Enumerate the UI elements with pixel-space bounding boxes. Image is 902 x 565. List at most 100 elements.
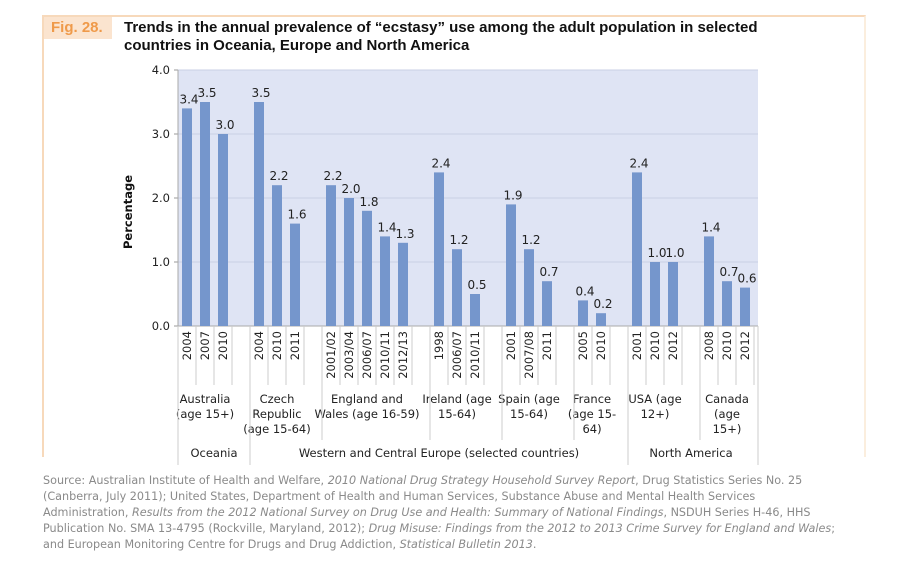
source-note: Source: Australian Institute of Health a… xyxy=(43,473,843,553)
region-label: Oceania xyxy=(190,446,237,460)
data-label: 1.2 xyxy=(521,233,540,247)
bar xyxy=(578,300,588,326)
year-label: 2010 xyxy=(216,331,230,360)
data-label: 1.4 xyxy=(377,220,396,234)
year-label: 2007/08 xyxy=(522,331,536,379)
year-label: 2008 xyxy=(702,331,716,360)
source-part: , Drug Statistics Series No. 25 (Canberr… xyxy=(43,474,803,519)
bar xyxy=(344,198,354,326)
source-part: Source: Australian Institute of Health a… xyxy=(43,474,328,487)
country-label: 15+) xyxy=(713,422,742,436)
year-label: 2010/11 xyxy=(468,331,482,379)
source-part: Statistical Bulletin 2013 xyxy=(399,538,533,551)
year-label: 2010 xyxy=(648,331,662,360)
figure-frame xyxy=(42,15,866,457)
year-label: 2010 xyxy=(720,331,734,360)
source-part: Results from the 2012 National Survey on… xyxy=(131,506,664,519)
country-label: Australia xyxy=(180,392,231,406)
bar xyxy=(452,249,462,326)
data-label: 2.4 xyxy=(431,156,450,170)
country-label: (age 15+) xyxy=(176,407,234,421)
year-label: 2001 xyxy=(504,331,518,360)
country-label: 64) xyxy=(582,422,601,436)
source-part: ; and European Monitoring Centre for Dru… xyxy=(43,522,836,551)
bar xyxy=(290,223,300,326)
region-label: North America xyxy=(649,446,732,460)
country-label: Wales (age 16-59) xyxy=(314,407,419,421)
bar xyxy=(272,185,282,326)
bar xyxy=(740,287,750,326)
year-label: 2010 xyxy=(594,331,608,360)
data-label: 0.7 xyxy=(719,265,738,279)
data-label: 0.6 xyxy=(737,272,756,286)
figure-label: Fig. 28. xyxy=(44,17,112,39)
data-label: 1.0 xyxy=(665,246,684,260)
year-label: 2001/02 xyxy=(324,331,338,379)
country-label: USA (age xyxy=(628,392,681,406)
source-part: 2010 National Drug Strategy Household Su… xyxy=(327,474,636,487)
bar xyxy=(632,172,642,326)
data-label: 3.4 xyxy=(179,92,198,106)
country-label: 15-64) xyxy=(438,407,476,421)
bar xyxy=(596,313,606,326)
country-label: England and xyxy=(331,392,403,406)
country-label: 12+) xyxy=(641,407,670,421)
source-part: Drug Misuse: Findings from the 2012 to 2… xyxy=(368,522,832,535)
year-label: 2006/07 xyxy=(450,331,464,379)
region-label: Western and Central Europe (selected cou… xyxy=(299,446,579,460)
data-label: 0.2 xyxy=(593,297,612,311)
bar xyxy=(704,236,714,326)
year-label: 2003/04 xyxy=(342,331,356,379)
data-label: 3.5 xyxy=(251,86,270,100)
bar xyxy=(506,204,516,326)
data-label: 1.0 xyxy=(647,246,666,260)
y-tick-label: 1.0 xyxy=(152,255,170,269)
data-label: 1.3 xyxy=(395,227,414,241)
data-label: 2.2 xyxy=(269,169,288,183)
year-label: 2007 xyxy=(198,331,212,360)
source-part: . xyxy=(532,538,537,551)
data-label: 2.0 xyxy=(341,182,360,196)
data-label: 2.4 xyxy=(629,156,648,170)
year-label: 2012 xyxy=(738,331,752,360)
bar xyxy=(542,281,552,326)
bar xyxy=(650,262,660,326)
y-tick-label: 3.0 xyxy=(152,127,170,141)
year-label: 2004 xyxy=(252,331,266,360)
y-tick-label: 4.0 xyxy=(152,63,170,77)
year-label: 2010/11 xyxy=(378,331,392,379)
bar xyxy=(668,262,678,326)
year-label: 2011 xyxy=(288,331,302,360)
year-label: 2010 xyxy=(270,331,284,360)
country-label: France xyxy=(573,392,611,406)
country-label: (age 15-64) xyxy=(243,422,310,436)
bar xyxy=(200,102,210,326)
source-part: , NSDUH Series H-46, HHS Publication No.… xyxy=(43,506,811,535)
bar xyxy=(434,172,444,326)
data-label: 3.0 xyxy=(215,118,234,132)
bar xyxy=(524,249,534,326)
bar xyxy=(254,102,264,326)
bar xyxy=(362,210,372,326)
country-label: (age xyxy=(714,407,740,421)
bar xyxy=(218,134,228,326)
year-label: 2012 xyxy=(666,331,680,360)
bar xyxy=(470,294,480,326)
data-label: 0.7 xyxy=(539,265,558,279)
data-label: 1.9 xyxy=(503,188,522,202)
year-label: 2006/07 xyxy=(360,331,374,379)
country-label: (age 15- xyxy=(568,407,616,421)
country-label: Republic xyxy=(252,407,301,421)
data-label: 1.8 xyxy=(359,195,378,209)
country-label: 15-64) xyxy=(510,407,548,421)
data-label: 1.4 xyxy=(701,220,720,234)
year-label: 1998 xyxy=(432,331,446,360)
data-label: 0.5 xyxy=(467,278,486,292)
year-label: 2011 xyxy=(540,331,554,360)
y-axis-label: Percentage xyxy=(121,175,135,249)
y-tick-label: 2.0 xyxy=(152,191,170,205)
bar xyxy=(398,242,408,326)
y-tick-label: 0.0 xyxy=(152,319,170,333)
country-label: Czech xyxy=(260,392,295,406)
